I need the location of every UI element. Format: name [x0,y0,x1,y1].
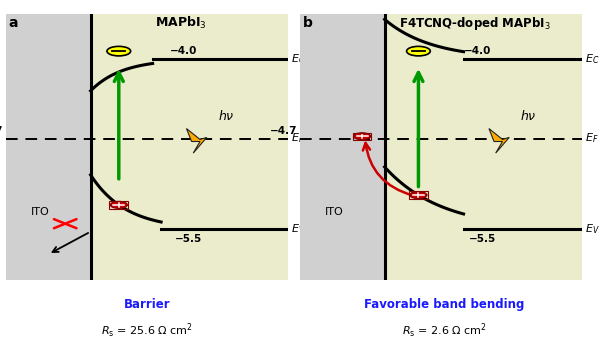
Text: MAPbI$_3$: MAPbI$_3$ [155,15,207,31]
Text: $E$$_F$: $E$$_F$ [585,132,599,145]
Bar [109,201,128,209]
Text: F4TCNQ-doped MAPbI$_3$: F4TCNQ-doped MAPbI$_3$ [399,15,551,32]
Text: $E$$_C$: $E$$_C$ [585,52,599,66]
Polygon shape [187,129,207,153]
Text: $h\nu$: $h\nu$ [218,109,234,123]
Text: $E$$_C$: $E$$_C$ [291,52,305,66]
Bar [300,14,385,280]
Circle shape [110,201,127,208]
Circle shape [410,192,427,198]
Text: Favorable band bending: Favorable band bending [364,298,524,311]
Text: −4.0: −4.0 [170,46,197,56]
Circle shape [407,47,430,56]
Text: $h\nu$: $h\nu$ [520,109,537,123]
Bar [6,14,91,280]
Text: −5.5: −5.5 [175,234,202,244]
Bar [353,133,371,140]
Polygon shape [489,129,509,153]
Text: Barrier: Barrier [124,298,170,311]
Text: −4.7: −4.7 [0,126,3,136]
Text: $E$$_V$: $E$$_V$ [585,222,600,236]
Text: a: a [9,16,19,30]
Text: $E$$_V$: $E$$_V$ [291,222,306,236]
Text: ITO: ITO [31,207,49,217]
Text: −4.0: −4.0 [464,46,491,56]
Text: $E$$_F$: $E$$_F$ [291,132,305,145]
Text: $R_\mathrm{s}$ = 25.6 $\Omega$ cm$^2$: $R_\mathrm{s}$ = 25.6 $\Omega$ cm$^2$ [101,321,193,340]
Text: −5.5: −5.5 [469,234,496,244]
Text: ITO: ITO [325,207,343,217]
Bar [385,14,582,280]
Text: $R_\mathrm{s}$ = 2.6 $\Omega$ cm$^2$: $R_\mathrm{s}$ = 2.6 $\Omega$ cm$^2$ [401,321,487,340]
Bar [91,14,288,280]
Bar [409,191,428,199]
Circle shape [107,47,131,56]
Circle shape [353,133,371,140]
Text: b: b [303,16,313,30]
Text: −4.7: −4.7 [269,126,297,136]
